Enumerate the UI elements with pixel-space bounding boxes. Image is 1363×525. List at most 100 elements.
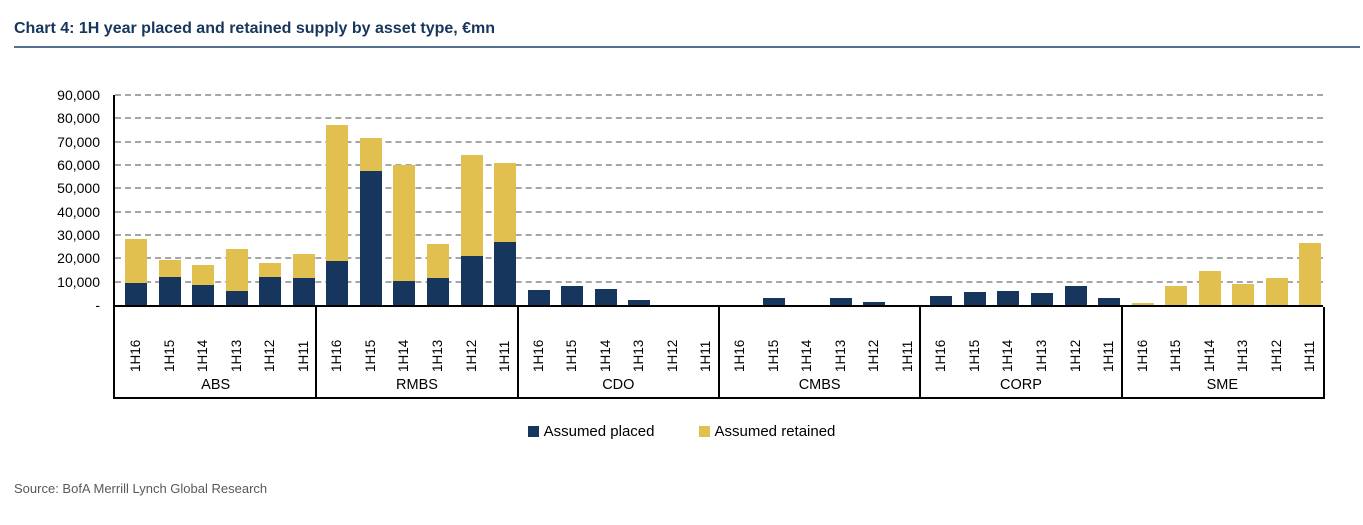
bar-segment [192,285,215,305]
y-tick-label: 80,000 [57,110,100,127]
x-tick-label: 1H11 [497,340,513,372]
group-label-abs: ABS [201,377,231,393]
x-tick-label: 1H16 [933,339,949,372]
bar-segment [1030,293,1053,305]
x-tick-label: 1H12 [664,339,680,372]
y-tick-label: - [95,297,100,313]
gridline-50000 [115,187,1323,190]
bar-segment [460,256,483,305]
bar-segment [460,154,483,256]
x-tick-label: 1H12 [1067,339,1083,372]
x-tick-label: 1H13 [1033,339,1049,372]
x-tick-label: 1H16 [329,339,345,372]
y-tick-label: 60,000 [57,157,100,173]
bar-segment [930,295,953,305]
y-tick-label: 50,000 [57,180,100,197]
bar-segment [225,249,248,291]
x-tick-label: 1H14 [396,339,412,372]
legend-label-retained: Assumed retained [714,423,836,440]
gridline-40000 [115,210,1323,213]
bar-segment [393,165,416,281]
legend: Assumed placed Assumed retained [0,423,1363,440]
x-tick-label: 1H11 [698,340,714,372]
placed-swatch-icon [527,426,539,437]
bar-segment [192,265,215,286]
bar-segment [158,259,181,277]
bar-segment [1265,278,1288,305]
group-divider [1120,307,1123,397]
x-tick-label: 1H15 [564,339,580,372]
legend-item-retained: Assumed retained [698,423,836,440]
x-tick-label: 1H14 [1000,339,1016,372]
x-tick-label: 1H12 [262,339,278,372]
x-tick-label: 1H11 [899,340,915,372]
bar-segment [259,263,282,277]
legend-label-placed: Assumed placed [543,423,655,440]
bar-segment [326,260,349,305]
group-label-cmbs: CMBS [798,377,841,393]
bar-segment [359,170,382,305]
bar-segment [426,244,449,279]
bar-segment [359,138,382,171]
bar-segment [1198,271,1221,305]
bar-segment [125,238,147,283]
source-note: Source: BofA Merrill Lynch Global Resear… [14,481,268,496]
bar-segment [1299,243,1322,305]
gridline-90000 [115,94,1323,96]
gridline-60000 [115,164,1323,166]
x-tick-label: 1H12 [866,339,882,372]
bar-segment [527,289,550,305]
gridline-80000 [115,117,1323,120]
bar-segment [762,298,785,305]
bar-segment [259,277,282,305]
y-tick-label: 30,000 [57,227,100,243]
group-divider [919,307,922,397]
bar-segment [1098,298,1121,305]
x-tick-label: 1H15 [765,339,781,372]
group-label-rmbs: RMBS [396,377,438,393]
group-label-cdo: CDO [602,377,635,393]
x-tick-label: 1H14 [1201,339,1217,372]
bar-segment [393,280,416,305]
bar-segment [426,278,449,305]
y-tick-label: 70,000 [57,133,100,150]
bar-segment [292,278,315,305]
group-label-corp: CORP [1000,377,1042,393]
x-tick-label: 1H11 [295,340,311,372]
x-tick-label: 1H16 [1134,339,1150,372]
group-label-sme: SME [1206,377,1239,393]
x-tick-label: 1H14 [799,339,815,372]
bar-segment [158,277,181,305]
bar-segment [1131,302,1154,305]
bar-segment [997,291,1020,305]
x-tick-label: 1H15 [362,339,378,372]
x-axis-label-band: ABS 1H16 1H15 1H14 1H13 1H12 1H11 RMBS 1H16 1H15 1… [113,307,1325,399]
y-tick-label: 90,000 [57,87,100,103]
chart-title: Chart 4: 1H year placed and retained sup… [14,20,496,37]
bar-segment [125,282,147,305]
x-tick-label: 1H14 [597,339,613,372]
x-tick-label: 1H14 [195,339,211,372]
y-tick-label: 40,000 [57,203,100,220]
gridline-10000 [115,280,1323,283]
bar-segment [494,242,517,305]
y-tick-label: 10,000 [57,273,100,290]
gridline-70000 [115,140,1323,143]
x-tick-label: 1H16 [732,339,747,372]
y-tick-label: 20,000 [57,250,100,267]
bar-segment [963,292,986,305]
x-tick-label: 1H11 [1101,340,1117,372]
legend-item-placed: Assumed placed [527,423,655,440]
retained-swatch-icon [698,426,710,437]
x-tick-label: 1H13 [832,339,848,372]
bar-segment [594,288,617,305]
plot-area [113,94,1323,307]
x-tick-label: 1H12 [1268,339,1284,372]
x-tick-label: 1H13 [631,339,647,372]
x-tick-label: 1H16 [530,339,546,372]
x-tick-label: 1H16 [128,339,143,372]
x-tick-label: 1H15 [1168,339,1184,372]
group-divider [516,307,519,397]
bar-segment [494,162,517,242]
